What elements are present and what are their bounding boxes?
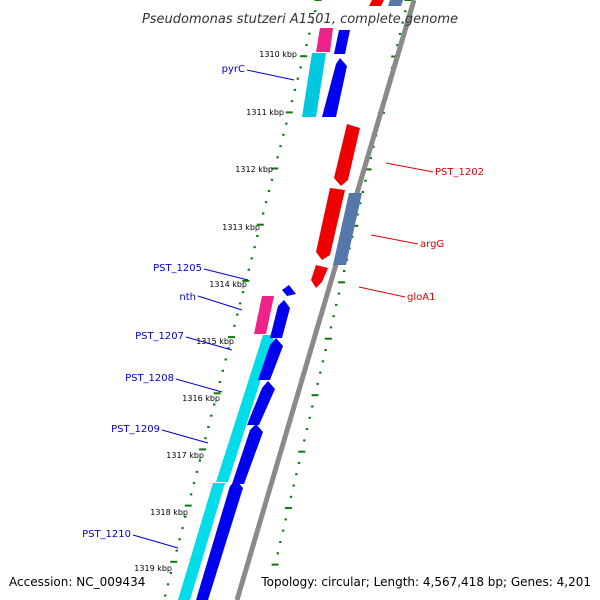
gene-label-PST_1207[interactable]: PST_1207 xyxy=(135,331,184,342)
kbp-label: 1317 kbp xyxy=(166,451,204,460)
rna-feature xyxy=(254,296,274,334)
forward-gene-labels: pyrC PST_1205 nth PST_1207 PST_1208 PST_… xyxy=(82,64,295,549)
cds-bar xyxy=(216,335,275,482)
kbp-label: 1311 kbp xyxy=(246,108,284,117)
gene-label-gloA1[interactable]: gloA1 xyxy=(407,292,435,303)
gene-arrow xyxy=(258,338,283,380)
label-leader xyxy=(132,534,179,549)
cds-bar xyxy=(178,483,225,600)
reverse-gene-track xyxy=(311,0,384,288)
label-leader xyxy=(370,234,419,245)
gene-arrow xyxy=(316,188,345,260)
gene-arrow xyxy=(322,58,347,117)
label-leader xyxy=(385,162,434,173)
kbp-label: 1314 kbp xyxy=(209,280,247,289)
kbp-scale: 1310 kbp 1311 kbp 1312 kbp 1313 kbp 1314… xyxy=(134,50,297,573)
kbp-label: 1312 kbp xyxy=(235,165,273,174)
gene-label-PST_1209[interactable]: PST_1209 xyxy=(111,424,160,435)
gene-arrow xyxy=(282,285,296,296)
label-leader xyxy=(203,268,249,281)
gene-arrow xyxy=(334,124,360,186)
kbp-label: 1316 kbp xyxy=(182,394,220,403)
label-leader xyxy=(246,69,295,81)
label-leader xyxy=(358,286,406,298)
genome-title: Pseudomonas stutzeri A1501, complete gen… xyxy=(142,12,458,27)
reverse-cds-track xyxy=(333,0,403,265)
label-leader xyxy=(175,378,223,393)
reverse-gene-labels: PST_1202 argG gloA1 xyxy=(358,162,484,303)
accession-text: Accession: NC_009434 xyxy=(9,575,145,589)
cds-bar xyxy=(333,193,362,265)
gene-arrow xyxy=(247,381,275,425)
label-leader xyxy=(185,336,233,351)
gene-label-PST_1210[interactable]: PST_1210 xyxy=(82,529,131,540)
kbp-label: 1318 kbp xyxy=(150,508,188,517)
gene-arrow xyxy=(270,300,290,338)
gene-arrow xyxy=(232,424,263,484)
cds-bar xyxy=(388,0,403,6)
kbp-label: 1315 kbp xyxy=(196,337,234,346)
cds-bar xyxy=(302,53,326,117)
kbp-label: 1310 kbp xyxy=(259,50,297,59)
kbp-label: 1313 kbp xyxy=(222,223,260,232)
gene-label-PST_1202[interactable]: PST_1202 xyxy=(435,167,484,178)
forward-gene-track xyxy=(196,30,350,600)
gene-arrow xyxy=(369,0,384,6)
topology-text: Topology: circular; Length: 4,567,418 bp… xyxy=(260,575,591,589)
gene-label-argG[interactable]: argG xyxy=(420,239,444,250)
forward-cds-track xyxy=(178,53,326,600)
gene-label-pyrC[interactable]: pyrC xyxy=(222,64,245,75)
rna-feature xyxy=(316,28,333,52)
gene-arrow xyxy=(334,30,350,54)
gene-label-nth[interactable]: nth xyxy=(179,292,196,303)
gene-label-PST_1208[interactable]: PST_1208 xyxy=(125,373,174,384)
genome-backbone xyxy=(234,0,417,600)
gene-arrow xyxy=(196,480,243,600)
inner-tick-ring xyxy=(164,0,322,597)
label-leader xyxy=(197,295,243,311)
label-leader xyxy=(161,429,209,444)
kbp-label: 1319 kbp xyxy=(134,564,172,573)
gene-label-PST_1205[interactable]: PST_1205 xyxy=(153,263,202,274)
rna-features xyxy=(254,28,333,334)
gene-arrow xyxy=(311,265,328,288)
